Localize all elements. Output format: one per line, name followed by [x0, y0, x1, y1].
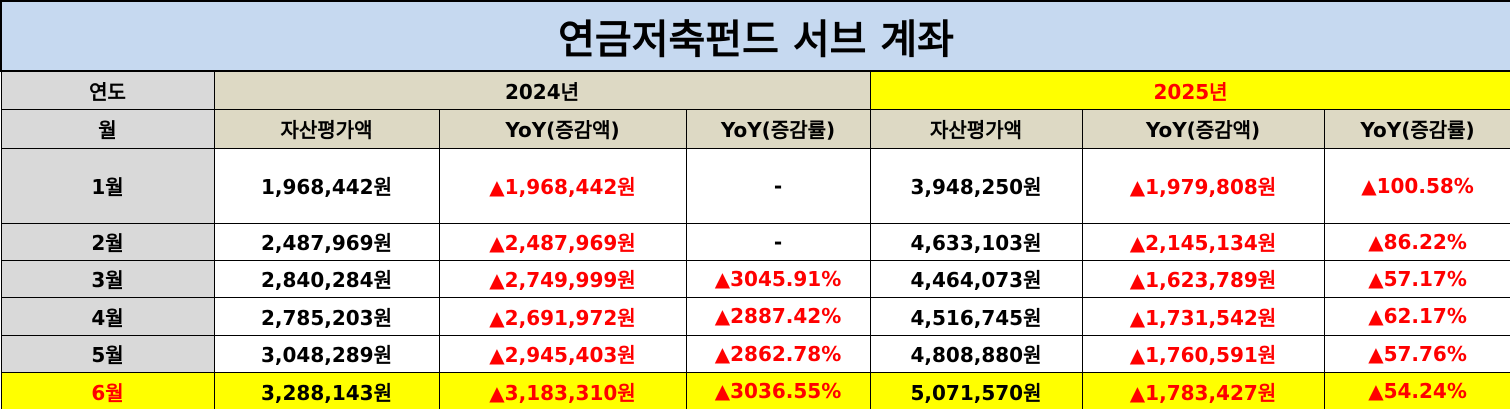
- value-cell: ▲1,760,591원: [1081, 334, 1325, 373]
- value-cell: ▲1,968,442원: [438, 147, 687, 224]
- value-cell: ▲3036.55%: [685, 371, 871, 409]
- column-header: YoY(증감액): [438, 108, 687, 149]
- month-cell: 3월: [0, 259, 215, 298]
- value-cell: 2,840,284원: [213, 259, 440, 298]
- value-cell: ▲2887.42%: [685, 296, 871, 336]
- month-cell: 2월: [0, 222, 215, 261]
- year-2024: 2024년: [213, 70, 871, 110]
- month-label: 월: [0, 108, 215, 149]
- value-cell: 3,288,143원: [213, 371, 440, 409]
- value-cell: ▲1,979,808원: [1081, 147, 1325, 224]
- title: 연금저축펀드 서브 계좌: [0, 0, 1510, 72]
- column-header: YoY(증감액): [1081, 108, 1325, 149]
- value-cell: 2,785,203원: [213, 296, 440, 336]
- table-row: 2월 2,487,969원 ▲2,487,969원 -4,633,103원 ▲2,145…: [0, 222, 1510, 261]
- value-cell: ▲1,623,789원: [1081, 259, 1325, 298]
- value-cell: 4,633,103원: [869, 222, 1083, 261]
- table-row: 월 자산평가액 YoY(증감액) YoY(증감률) 자산평가액 YoY(증감액) YoY(증…: [0, 108, 1510, 149]
- value-cell: 3,948,250원: [869, 147, 1083, 224]
- month-cell: 5월: [0, 334, 215, 373]
- value-cell: ▲2,487,969원: [438, 222, 687, 261]
- value-cell: ▲2862.78%: [685, 334, 871, 373]
- table-row: 연금저축펀드 서브 계좌: [0, 0, 1510, 72]
- column-header: 자산평가액: [213, 108, 440, 149]
- value-cell: ▲2,749,999원: [438, 259, 687, 298]
- value-cell: ▲2,145,134원: [1081, 222, 1325, 261]
- value-cell: ▲1,731,542원: [1081, 296, 1325, 336]
- year-label: 연도: [0, 70, 215, 110]
- value-cell: ▲2,691,972원: [438, 296, 687, 336]
- value-cell: 5,071,570원: [869, 371, 1083, 409]
- month-cell: 1월: [0, 147, 215, 224]
- value-cell: ▲86.22%: [1323, 222, 1510, 261]
- value-cell: 2,487,969원: [213, 222, 440, 261]
- value-cell: 1,968,442원: [213, 147, 440, 224]
- column-header: YoY(증감률): [1323, 108, 1510, 149]
- value-cell: -: [685, 147, 871, 224]
- value-cell: ▲3,183,310원: [438, 371, 687, 409]
- value-cell: ▲57.76%: [1323, 334, 1510, 373]
- value-cell: ▲57.17%: [1323, 259, 1510, 298]
- month-cell: 6월: [0, 371, 215, 409]
- column-header: YoY(증감률): [685, 108, 871, 149]
- value-cell: ▲54.24%: [1323, 371, 1510, 409]
- table-row: 5월 3,048,289원 ▲2,945,403원 ▲2862.78% 4,808,88…: [0, 334, 1510, 373]
- value-cell: 4,464,073원: [869, 259, 1083, 298]
- table-row: 1월 1,968,442원 ▲1,968,442원 -3,948,250원 ▲1,979…: [0, 147, 1510, 224]
- value-cell: -: [685, 222, 871, 261]
- value-cell: ▲2,945,403원: [438, 334, 687, 373]
- table-row: 4월 2,785,203원 ▲2,691,972원 ▲2887.42% 4,516,74…: [0, 296, 1510, 336]
- value-cell: ▲100.58%: [1323, 147, 1510, 224]
- year-2025: 2025년: [869, 70, 1510, 110]
- month-cell: 4월: [0, 296, 215, 336]
- table-row: 연도 2024년 2025년: [0, 70, 1510, 110]
- value-cell: 4,808,880원: [869, 334, 1083, 373]
- table-row: 6월 3,288,143원 ▲3,183,310원 ▲3036.55% 5,071,57…: [0, 371, 1510, 409]
- value-cell: 4,516,745원: [869, 296, 1083, 336]
- value-cell: 3,048,289원: [213, 334, 440, 373]
- value-cell: ▲1,783,427원: [1081, 371, 1325, 409]
- table-row: 3월 2,840,284원 ▲2,749,999원 ▲3045.91% 4,464,07…: [0, 259, 1510, 298]
- column-header: 자산평가액: [869, 108, 1083, 149]
- value-cell: ▲3045.91%: [685, 259, 871, 298]
- value-cell: ▲62.17%: [1323, 296, 1510, 336]
